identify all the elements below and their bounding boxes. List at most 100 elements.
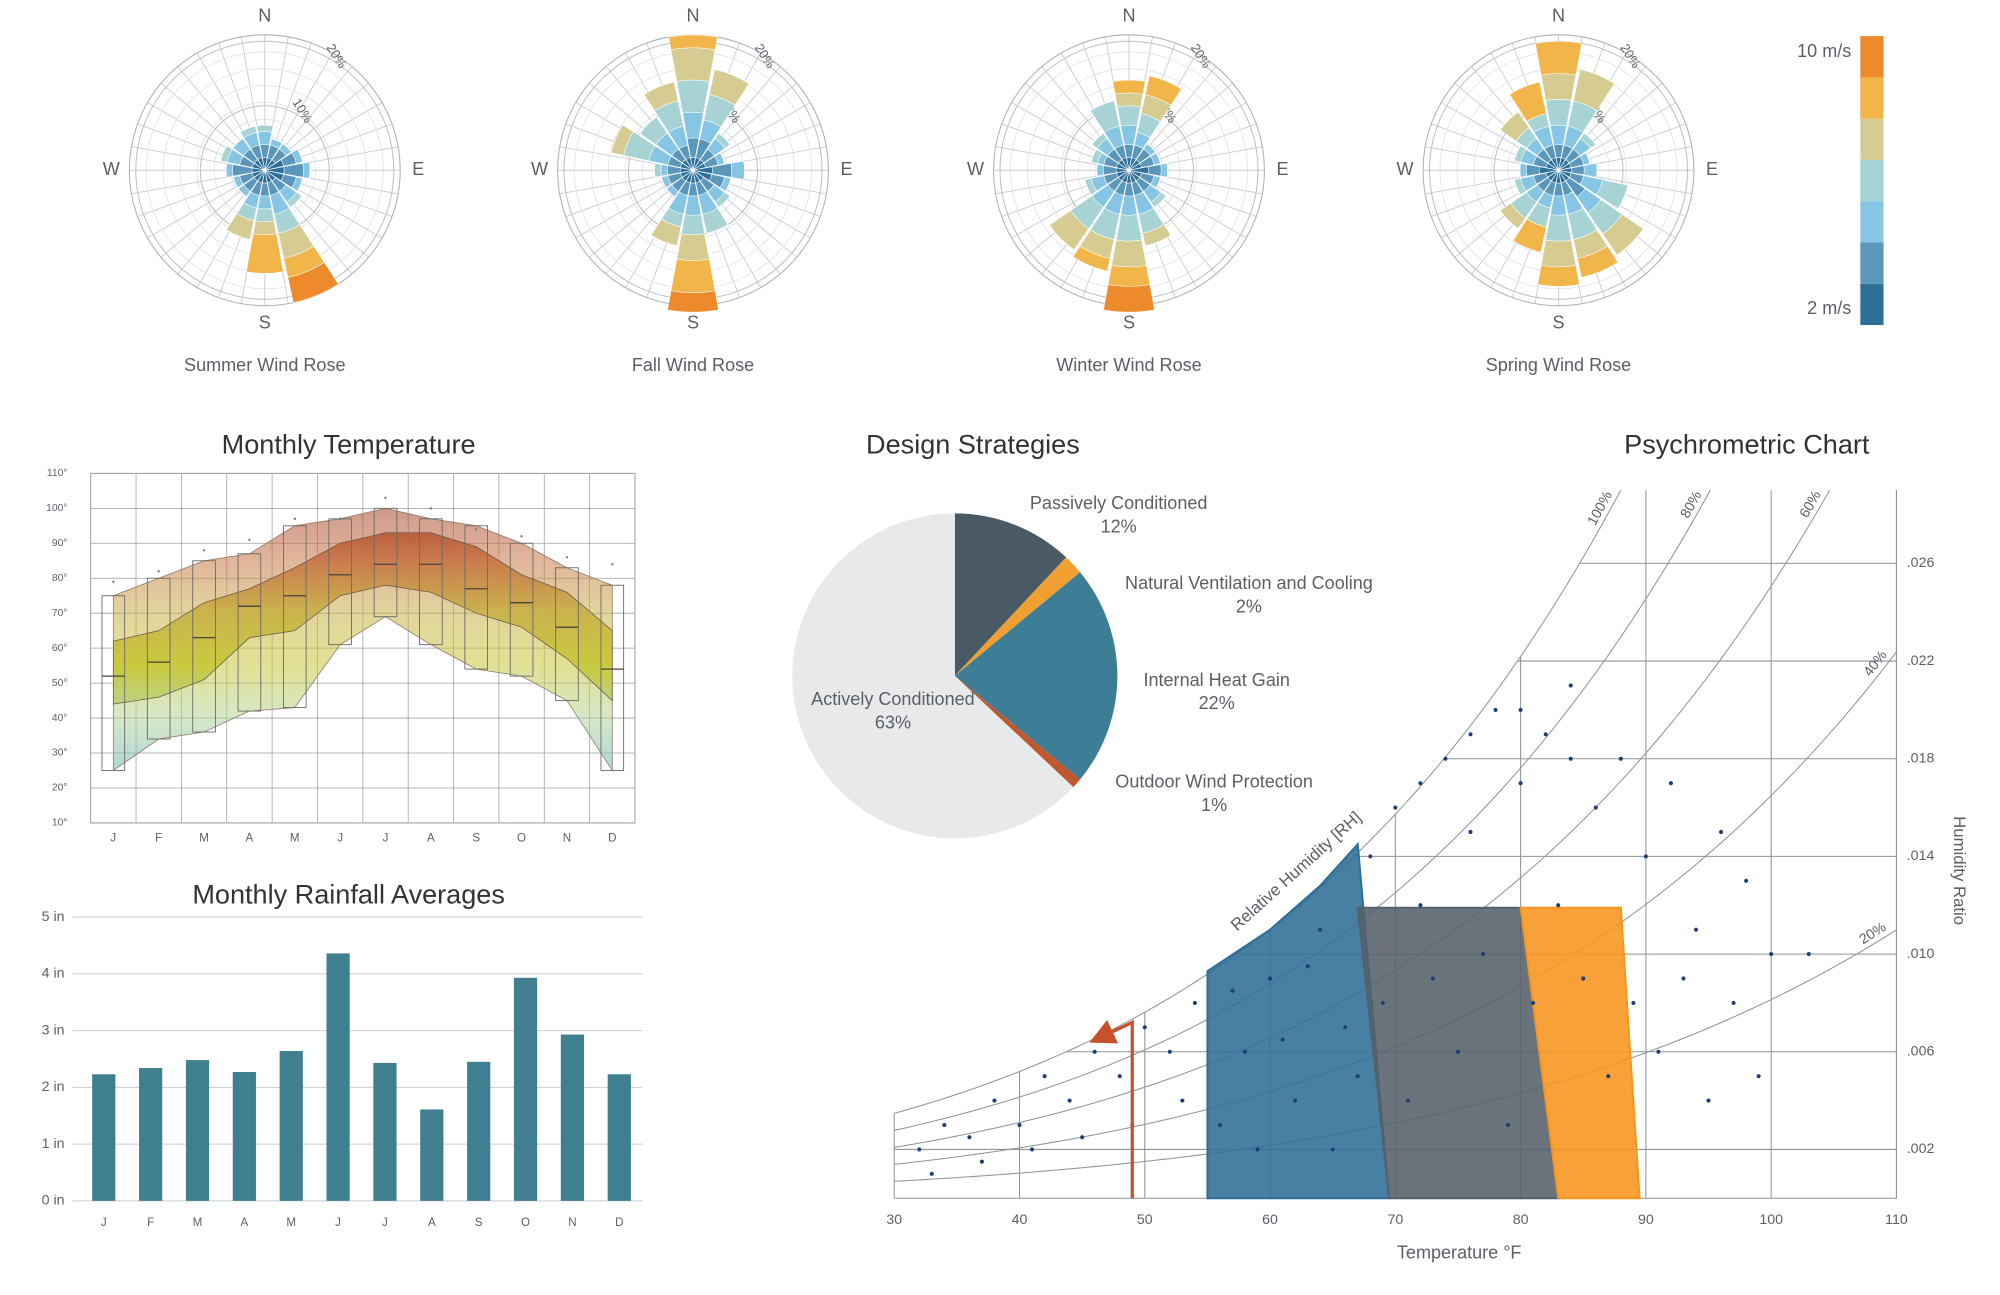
x-tick-label: 60 (1262, 1212, 1278, 1228)
rose-segment (1583, 163, 1598, 178)
climate-point (1192, 1000, 1197, 1005)
rose-segment (660, 164, 668, 177)
ring-decoration (145, 51, 384, 290)
strategy-zone (1206, 841, 1391, 1200)
record-dot (384, 496, 387, 500)
rose-segment (1107, 265, 1151, 287)
outer-ring (1422, 34, 1695, 307)
rose-segment (220, 145, 228, 161)
y-tick-label: 40° (52, 713, 68, 724)
climate-point (1080, 1135, 1085, 1140)
x-tick-label: F (155, 831, 162, 844)
rose-segment (240, 125, 256, 133)
climate-point (1506, 1122, 1511, 1128)
bar (420, 1109, 444, 1201)
rose-segment (255, 208, 275, 223)
y-tick-label: .022 (1907, 653, 1935, 669)
y-tick-label: .018 (1907, 750, 1935, 766)
range-box (600, 584, 625, 771)
rose-segment (233, 176, 238, 188)
direction-label: N (1122, 6, 1135, 26)
rh-label: 60% (1797, 488, 1825, 521)
climate-point (1393, 805, 1398, 810)
rose-segment (1115, 214, 1143, 242)
x-tick-label: 40 (1012, 1212, 1028, 1228)
climate-point (1017, 1122, 1022, 1128)
ring-label: 20% (1617, 41, 1643, 71)
ring-label: 20% (752, 41, 778, 71)
rose-segment (676, 233, 710, 261)
rose-segment (257, 195, 273, 210)
rose-segment (257, 131, 273, 146)
x-tick-label: N (568, 1216, 576, 1229)
ring (135, 40, 395, 300)
climate-point (967, 1135, 972, 1140)
colorbar-band (1860, 242, 1884, 284)
record-dot (565, 556, 569, 559)
x-axis-label: Temperature °F (1397, 1242, 1522, 1262)
rose-segment (232, 138, 243, 149)
x-tick-label: M (193, 1216, 203, 1229)
colorbar-band (1860, 36, 1884, 78)
rose-segment (1096, 164, 1104, 177)
y-tick-label: 70° (52, 608, 68, 619)
y-tick-label: 20° (52, 783, 68, 794)
climate-point (1681, 976, 1686, 981)
y-tick-label: 3 in (42, 1022, 65, 1038)
rose-segment (1160, 163, 1168, 178)
rose-segment (670, 47, 716, 82)
slice-value: 1% (1201, 795, 1227, 815)
climate-point (1142, 1025, 1147, 1030)
rose-segment (297, 178, 303, 192)
climate-point (1418, 903, 1423, 908)
rose-segment (1120, 124, 1138, 146)
x-tick-label: A (428, 1216, 436, 1229)
climate-point (1468, 829, 1473, 835)
climate-point (1217, 1122, 1223, 1128)
bar (607, 1074, 631, 1201)
rh-label: 40% (1861, 647, 1891, 680)
climate-point (1405, 1098, 1410, 1103)
record-dot (429, 507, 433, 510)
y-tick-label: 30° (52, 748, 68, 759)
rose-title: Summer Wind Rose (184, 355, 345, 375)
x-tick-label: 50 (1137, 1212, 1153, 1228)
rose-segment (1540, 239, 1577, 268)
climate-point (1092, 1049, 1097, 1054)
climate-point (1343, 1025, 1348, 1030)
rose-segment (308, 162, 311, 179)
direction-label: E (412, 159, 424, 179)
rose-segment (226, 229, 250, 240)
bar (373, 1062, 397, 1201)
chart-title: Psychrometric Chart (1624, 428, 1870, 459)
climate-point (1643, 854, 1648, 859)
rose-segment (1149, 75, 1182, 90)
climate-point (1556, 903, 1561, 908)
rose-segment (1537, 265, 1580, 287)
strategy-zone (1519, 906, 1641, 1200)
ring-label: 20% (324, 41, 350, 71)
bar (279, 1051, 303, 1201)
range-box (555, 567, 579, 702)
record-dot (157, 570, 160, 573)
bar (139, 1068, 163, 1201)
range-box (282, 525, 307, 709)
rose-segment (667, 290, 719, 313)
climate-point (1744, 878, 1749, 883)
climate-point (1117, 1074, 1122, 1079)
y-tick-label: .002 (1907, 1141, 1935, 1157)
direction-label: S (259, 313, 271, 333)
climate-point (1067, 1098, 1072, 1103)
rose-segment (1545, 99, 1572, 127)
rose-segment (1147, 164, 1162, 177)
climate-point (1606, 1074, 1611, 1079)
climate-point (1167, 1049, 1172, 1054)
climate-point (1042, 1074, 1047, 1079)
climate-point (1267, 976, 1273, 981)
x-tick-label: 70 (1387, 1212, 1403, 1228)
climate-point (917, 1147, 922, 1152)
range-box (464, 525, 489, 670)
rose-segment (718, 132, 731, 145)
rose-segment (1584, 132, 1596, 145)
